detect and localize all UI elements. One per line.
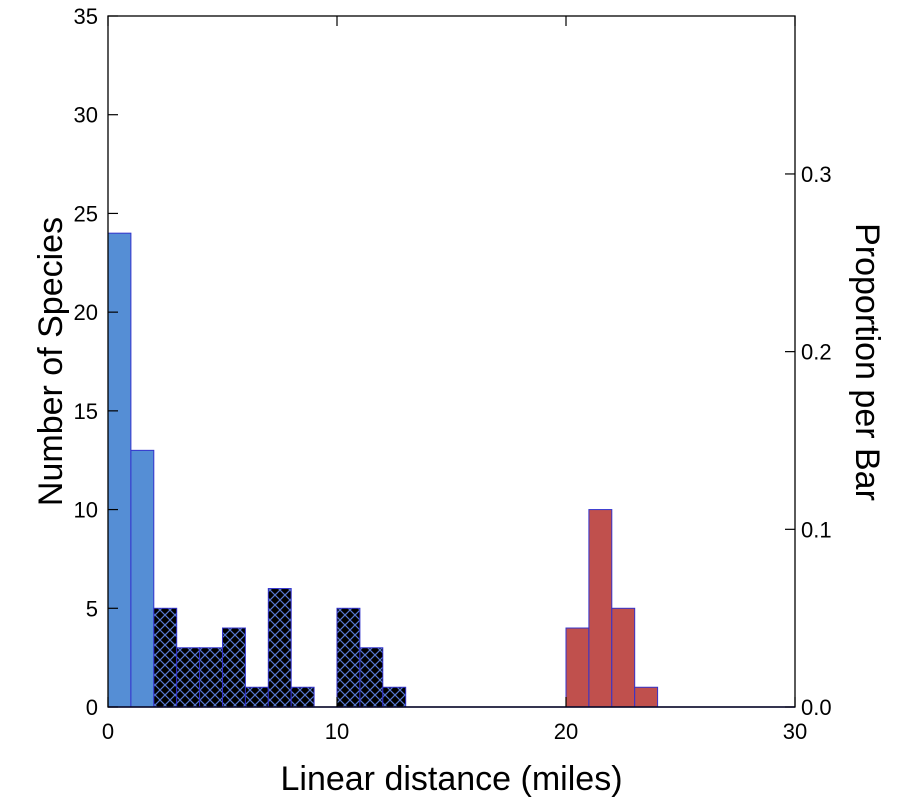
bar-2-0 (565, 627, 590, 708)
y-tick-label-5: 25 (74, 201, 98, 226)
bar-2-3 (634, 686, 659, 708)
y-tick-label-7: 35 (74, 4, 98, 29)
y-tick-label-3: 15 (74, 399, 98, 424)
bar-1-1 (176, 647, 201, 708)
bar-1-0 (153, 607, 178, 708)
x-tick-label-1: 10 (325, 719, 349, 744)
bar-1-4 (244, 686, 269, 708)
bar-2-2 (611, 607, 636, 708)
y-tick-label-0: 0 (86, 695, 98, 720)
bar-0-0 (107, 232, 132, 708)
bar-1-6 (290, 686, 315, 708)
bar-0-1 (130, 449, 155, 708)
y2-tick-label-3: 0.3 (801, 162, 832, 187)
tick-labels-group: 0 10 20 30 0 5 10 15 20 25 30 35 0.0 0.1 0.2 0.3 (74, 4, 832, 744)
bars-group (107, 232, 795, 708)
bar-1-7 (336, 607, 361, 708)
y-axis-title: Number of Species (32, 217, 70, 506)
y2-tick-label-0: 0.0 (801, 695, 832, 720)
x-tick-label-2: 20 (554, 719, 578, 744)
bar-2-1 (588, 509, 613, 708)
bar-1-9 (382, 686, 407, 708)
y-tick-label-6: 30 (74, 103, 98, 128)
bar-1-3 (222, 627, 246, 708)
bar-1-8 (359, 647, 384, 708)
x-tick-label-3: 30 (783, 719, 807, 744)
ticks-group (107, 15, 796, 708)
y2-axis-title: Proportion per Bar (848, 223, 886, 501)
bar-1-5 (267, 588, 292, 708)
y2-tick-label-1: 0.1 (801, 517, 832, 542)
bar-1-2 (199, 647, 224, 708)
y-tick-label-2: 10 (74, 498, 98, 523)
x-tick-label-0: 0 (102, 719, 114, 744)
plot-frame (107, 15, 796, 708)
y-tick-label-4: 20 (74, 300, 98, 325)
x-axis-title: Linear distance (miles) (280, 760, 622, 798)
y-tick-label-1: 5 (86, 596, 98, 621)
y2-tick-label-2: 0.2 (801, 340, 832, 365)
